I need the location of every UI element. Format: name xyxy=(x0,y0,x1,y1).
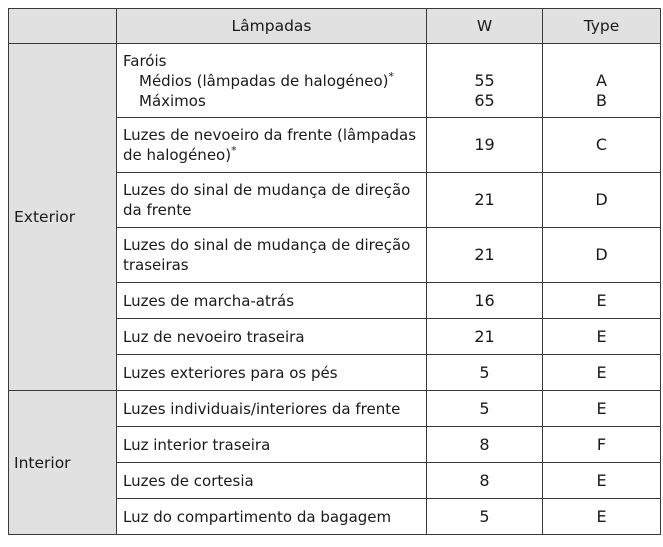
type-value: E xyxy=(542,318,661,355)
lamp-label: Luz do compartimento da bagagem xyxy=(116,498,427,535)
watt-value: 21 xyxy=(426,318,543,355)
lamp-label: Luzes exteriores para os pés xyxy=(116,354,427,391)
spacer xyxy=(433,51,536,71)
type-value: E xyxy=(542,498,661,535)
lamp-sub-item: Máximos xyxy=(139,91,206,110)
table-row: Luzes de cortesia 8 E xyxy=(9,462,661,499)
bulb-table-container: Lâmpadas W Type Exterior Faróis Médios (… xyxy=(8,8,661,535)
lamp-label: Luz interior traseira xyxy=(116,426,427,463)
watt-value: 16 xyxy=(426,282,543,319)
lamp-label: Luzes individuais/interiores da frente xyxy=(116,390,427,427)
watt-value: 5 xyxy=(426,390,543,427)
watt-cell: 55 65 xyxy=(426,43,543,118)
lamp-label-part: de halogéneo) xyxy=(123,146,232,164)
watt-value: 5 xyxy=(426,354,543,391)
lamp-label: Luz de nevoeiro traseira xyxy=(116,318,427,355)
header-lamps: Lâmpadas xyxy=(116,8,427,44)
lamp-sub-label: Médios (lâmpadas de halogéneo) xyxy=(139,71,389,90)
type-cell: A B xyxy=(542,43,661,118)
watt-value: 65 xyxy=(474,90,495,110)
header-watt: W xyxy=(426,8,543,44)
lamp-sub-item: Médios (lâmpadas de halogéneo)* xyxy=(123,71,420,91)
watt-value: 8 xyxy=(426,426,543,463)
header-type: Type xyxy=(542,8,661,44)
table-row: Luz interior traseira 8 F xyxy=(9,426,661,463)
lamp-label-continued: da frente xyxy=(123,201,192,219)
type-value: B xyxy=(596,90,607,110)
watt-value: 21 xyxy=(426,227,543,283)
lamp-cell: Luzes do sinal de mudança de direção da … xyxy=(116,172,427,228)
lamp-cell: Faróis Médios (lâmpadas de halogéneo)* M… xyxy=(116,43,427,118)
footnote-mark: * xyxy=(231,144,237,157)
watt-value: 5 xyxy=(426,498,543,535)
table-row: Luzes exteriores para os pés 5 E xyxy=(9,354,661,391)
lamp-label: Luzes do sinal de mudança de direção xyxy=(123,181,411,199)
group-interior: Interior xyxy=(8,390,117,535)
type-value: A xyxy=(596,70,607,90)
watt-value: 55 xyxy=(474,70,495,90)
lamp-cell: Luzes de nevoeiro da frente (lâmpadas de… xyxy=(116,117,427,173)
type-value: E xyxy=(542,354,661,391)
table-header-row: Lâmpadas W Type xyxy=(8,8,661,44)
table-row: Interior Luzes individuais/interiores da… xyxy=(8,390,661,535)
lamp-title: Faróis xyxy=(123,51,167,70)
watt-value: 21 xyxy=(426,172,543,228)
lamp-label: Luzes de cortesia xyxy=(116,462,427,499)
lamp-label: Luzes do sinal de mudança de direção xyxy=(123,236,411,254)
footnote-mark: * xyxy=(388,69,395,83)
watt-value: 19 xyxy=(426,117,543,173)
type-value: D xyxy=(542,227,661,283)
lamp-cell: Luzes do sinal de mudança de direção tra… xyxy=(116,227,427,283)
watt-value: 8 xyxy=(426,462,543,499)
lamp-label-continued: traseiras xyxy=(123,256,189,274)
table-row: Luzes do sinal de mudança de direção da … xyxy=(9,172,661,228)
lamp-label: Luzes de marcha-atrás xyxy=(116,282,427,319)
table-row: Luz do compartimento da bagagem 5 E xyxy=(9,498,661,535)
header-group-cell xyxy=(8,8,117,44)
lamp-label: Luzes de nevoeiro da frente (lâmpadas xyxy=(123,126,417,144)
table-row: Exterior Faróis Médios (lâmpadas de halo… xyxy=(8,43,661,391)
group-exterior: Exterior xyxy=(8,43,117,391)
type-value: C xyxy=(542,117,661,173)
type-value: D xyxy=(542,172,661,228)
table-row: Luzes de nevoeiro da frente (lâmpadas de… xyxy=(9,117,661,173)
bulb-specification-table: Lâmpadas W Type Exterior Faróis Médios (… xyxy=(8,8,661,535)
type-value: E xyxy=(542,462,661,499)
type-value: F xyxy=(542,426,661,463)
type-value: E xyxy=(542,390,661,427)
table-row: Luzes de marcha-atrás 16 E xyxy=(9,282,661,319)
spacer xyxy=(549,51,654,71)
type-value: E xyxy=(542,282,661,319)
lamp-label-continued: de halogéneo)* xyxy=(123,145,420,165)
